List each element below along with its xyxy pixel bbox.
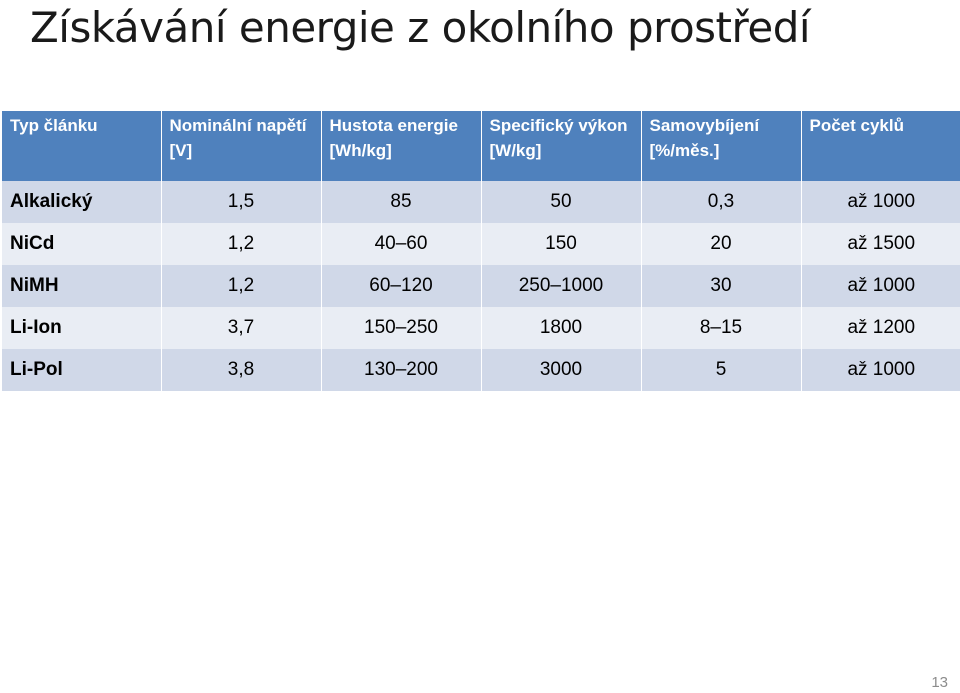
column-header-cell-type: Typ článku (2, 111, 161, 181)
column-header-cycle-count: Počet cyklů (800, 111, 960, 181)
cell-energy-density: 60–120 (320, 265, 481, 307)
cell-specific-power: 150 (480, 223, 641, 265)
column-header-energy-density: Hustota energie [Wh/kg] (320, 111, 481, 181)
cell-specific-power: 50 (480, 181, 641, 223)
page-number: 13 (931, 674, 948, 691)
cell-specific-power: 250–1000 (480, 265, 641, 307)
cell-self-discharge: 20 (640, 223, 801, 265)
table-header-row: Typ článku Nominální napětí [V] Hustota … (2, 111, 960, 181)
cell-specific-power: 1800 (480, 307, 641, 349)
cell-self-discharge: 8–15 (640, 307, 801, 349)
cell-energy-density: 40–60 (320, 223, 481, 265)
table-row: Li-Pol 3,8 130–200 3000 5 až 1000 (2, 349, 960, 391)
cell-energy-density: 85 (320, 181, 481, 223)
table-row: NiCd 1,2 40–60 150 20 až 1500 (2, 223, 960, 265)
cell-voltage: 3,7 (160, 307, 321, 349)
cell-specific-power: 3000 (480, 349, 641, 391)
table-row: Li-Ion 3,7 150–250 1800 8–15 až 1200 (2, 307, 960, 349)
column-header-self-discharge: Samovybíjení [%/měs.] (640, 111, 801, 181)
cell-voltage: 3,8 (160, 349, 321, 391)
cell-cycles: až 1000 (800, 181, 960, 223)
cell-energy-density: 150–250 (320, 307, 481, 349)
table-row: NiMH 1,2 60–120 250–1000 30 až 1000 (2, 265, 960, 307)
slide-title: Získávání energie z okolního prostředí (30, 3, 811, 52)
battery-comparison-table: Typ článku Nominální napětí [V] Hustota … (2, 111, 960, 391)
cell-cycles: až 1200 (800, 307, 960, 349)
cell-voltage: 1,5 (160, 181, 321, 223)
column-header-nominal-voltage: Nominální napětí [V] (160, 111, 321, 181)
cell-voltage: 1,2 (160, 223, 321, 265)
cell-type: Li-Ion (2, 307, 161, 349)
cell-type: NiMH (2, 265, 161, 307)
cell-self-discharge: 5 (640, 349, 801, 391)
cell-type: NiCd (2, 223, 161, 265)
cell-type: Li-Pol (2, 349, 161, 391)
cell-energy-density: 130–200 (320, 349, 481, 391)
table-row: Alkalický 1,5 85 50 0,3 až 1000 (2, 181, 960, 223)
cell-type: Alkalický (2, 181, 161, 223)
column-header-specific-power: Specifický výkon [W/kg] (480, 111, 641, 181)
cell-cycles: až 1000 (800, 265, 960, 307)
cell-voltage: 1,2 (160, 265, 321, 307)
cell-self-discharge: 30 (640, 265, 801, 307)
cell-cycles: až 1000 (800, 349, 960, 391)
cell-cycles: až 1500 (800, 223, 960, 265)
cell-self-discharge: 0,3 (640, 181, 801, 223)
